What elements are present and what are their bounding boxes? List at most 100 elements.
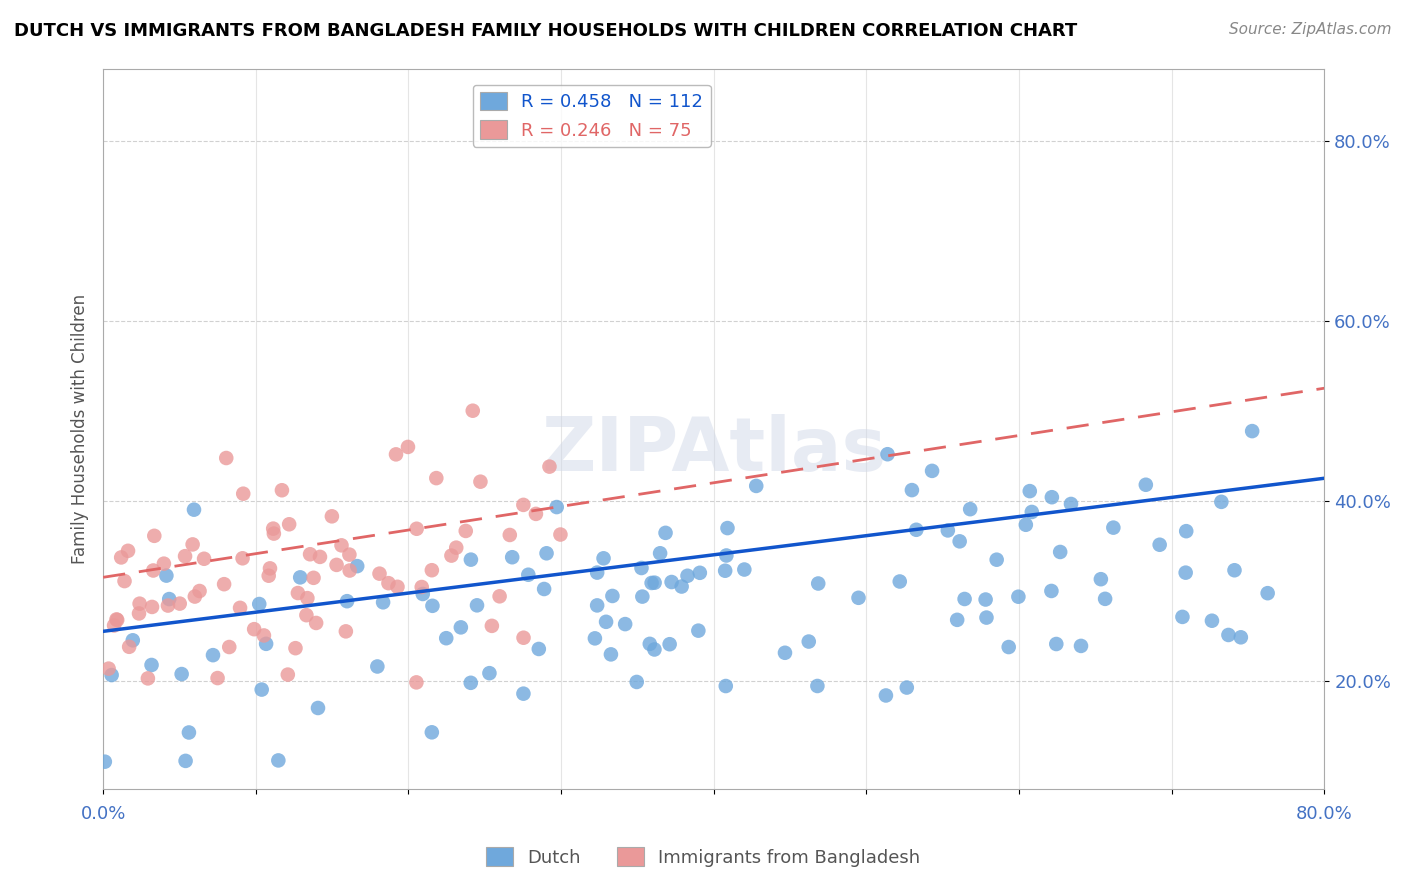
Point	[136, 672, 159, 686]
Point	[586, 599, 609, 613]
Point	[465, 599, 488, 613]
Point	[501, 550, 523, 565]
Point	[339, 564, 361, 578]
Point	[626, 675, 648, 690]
Point	[100, 668, 122, 682]
Point	[586, 566, 609, 580]
Point	[644, 575, 666, 590]
Point	[128, 597, 150, 611]
Point	[638, 637, 661, 651]
Point	[1060, 497, 1083, 511]
Point	[600, 648, 623, 662]
Point	[602, 589, 624, 603]
Point	[953, 592, 976, 607]
Point	[299, 547, 322, 561]
Point	[688, 624, 710, 638]
Point	[254, 637, 277, 651]
Point	[1241, 424, 1264, 438]
Point	[1090, 572, 1112, 586]
Point	[330, 538, 353, 552]
Point	[305, 615, 328, 630]
Point	[848, 591, 870, 605]
Point	[595, 615, 617, 629]
Point	[105, 613, 128, 627]
Point	[527, 642, 550, 657]
Point	[488, 590, 510, 604]
Point	[875, 689, 897, 703]
Point	[478, 666, 501, 681]
Point	[714, 679, 737, 693]
Point	[517, 567, 540, 582]
Point	[420, 725, 443, 739]
Point	[440, 549, 463, 563]
Point	[169, 597, 191, 611]
Text: Source: ZipAtlas.com: Source: ZipAtlas.com	[1229, 22, 1392, 37]
Point	[262, 522, 284, 536]
Point	[302, 571, 325, 585]
Point	[583, 632, 606, 646]
Point	[287, 586, 309, 600]
Point	[631, 590, 654, 604]
Point	[371, 595, 394, 609]
Point	[807, 576, 830, 591]
Point	[524, 507, 547, 521]
Point	[121, 633, 143, 648]
Point	[538, 459, 561, 474]
Point	[188, 584, 211, 599]
Point	[117, 544, 139, 558]
Point	[797, 634, 820, 648]
Point	[936, 524, 959, 538]
Point	[103, 618, 125, 632]
Point	[536, 546, 558, 560]
Point	[986, 552, 1008, 566]
Point	[157, 592, 180, 607]
Point	[259, 561, 281, 575]
Point	[533, 582, 555, 596]
Point	[1040, 584, 1063, 599]
Point	[247, 597, 270, 611]
Point	[118, 640, 141, 654]
Point	[412, 587, 434, 601]
Point	[949, 534, 972, 549]
Point	[181, 537, 204, 551]
Point	[470, 475, 492, 489]
Point	[142, 564, 165, 578]
Point	[889, 574, 911, 589]
Text: ZIPAtlas: ZIPAtlas	[541, 414, 886, 487]
Point	[263, 526, 285, 541]
Point	[1102, 521, 1125, 535]
Point	[1175, 524, 1198, 538]
Point	[716, 549, 738, 563]
Point	[654, 525, 676, 540]
Point	[1040, 490, 1063, 504]
Point	[676, 568, 699, 582]
Point	[1230, 630, 1253, 644]
Point	[309, 549, 332, 564]
Text: 80.0%: 80.0%	[1296, 805, 1353, 823]
Point	[1171, 610, 1194, 624]
Point	[156, 599, 179, 613]
Point	[420, 563, 443, 577]
Point	[733, 562, 755, 576]
Point	[297, 591, 319, 606]
Point	[1070, 639, 1092, 653]
Point	[901, 483, 924, 497]
Point	[1135, 477, 1157, 491]
Point	[114, 574, 136, 588]
Point	[1218, 628, 1240, 642]
Point	[461, 403, 484, 417]
Point	[335, 624, 357, 639]
Point	[229, 600, 252, 615]
Point	[284, 641, 307, 656]
Point	[422, 599, 444, 613]
Point	[1007, 590, 1029, 604]
Legend: R = 0.458   N = 112, R = 0.246   N = 75: R = 0.458 N = 112, R = 0.246 N = 75	[472, 85, 710, 147]
Point	[921, 464, 943, 478]
Point	[336, 594, 359, 608]
Point	[425, 471, 447, 485]
Point	[714, 564, 737, 578]
Point	[640, 576, 662, 591]
Point	[257, 568, 280, 582]
Point	[896, 681, 918, 695]
Point	[630, 561, 652, 575]
